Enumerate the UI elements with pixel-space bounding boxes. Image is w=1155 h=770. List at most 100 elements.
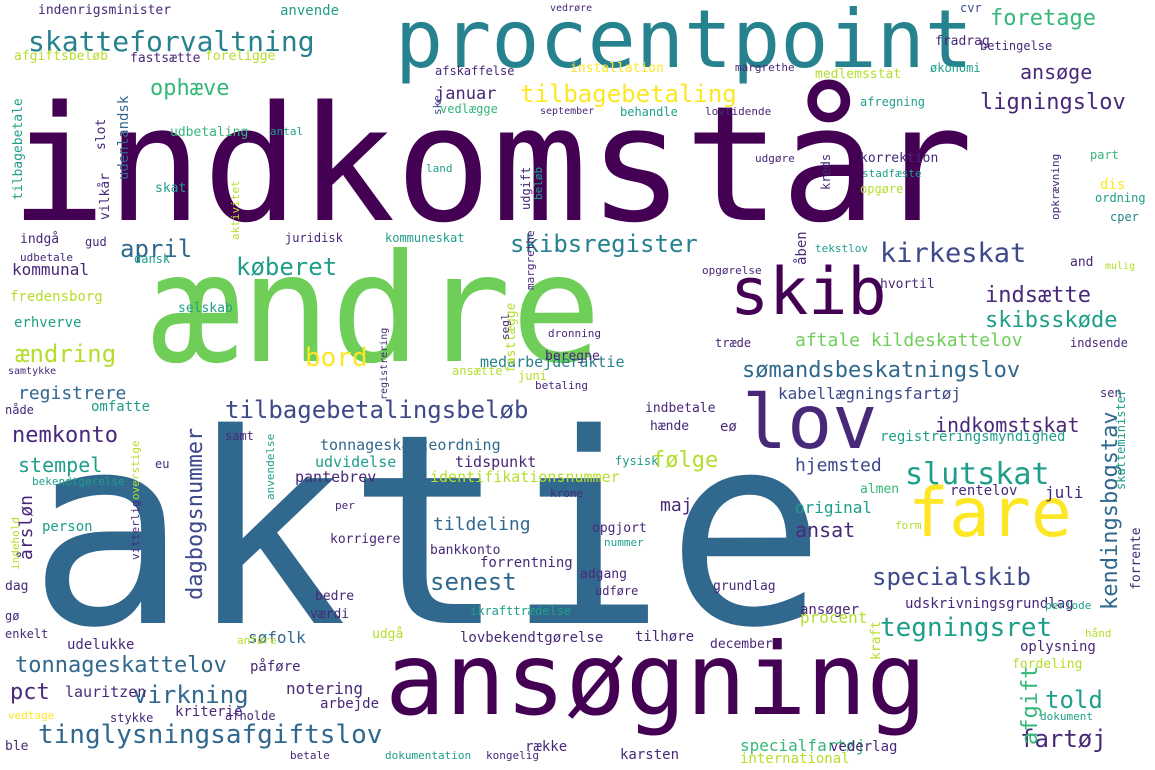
cloud-word: overstige: [129, 440, 142, 500]
cloud-word: ske: [431, 95, 444, 115]
cloud-word: ligningslov: [980, 90, 1126, 115]
cloud-word: ordning: [1095, 191, 1146, 205]
cloud-word: installation: [570, 61, 664, 76]
cloud-word: medlemsstat: [815, 67, 902, 82]
cloud-word: karsten: [620, 747, 680, 763]
cloud-word: told: [1045, 686, 1103, 714]
cloud-word: udføre: [595, 584, 639, 598]
cloud-word: september: [540, 106, 595, 117]
cloud-word: dagbogsnummer: [183, 427, 208, 600]
cloud-word: vitterlig: [129, 500, 142, 560]
cloud-word: række: [525, 739, 568, 755]
cloud-word: værdi: [310, 607, 350, 622]
cloud-word: fysisk: [615, 454, 659, 468]
cloud-word: fare: [908, 474, 1072, 553]
cloud-word: slot: [94, 118, 109, 150]
cloud-word: skatteminister: [1114, 388, 1128, 490]
cloud-word: gø: [5, 609, 20, 623]
cloud-word: vedtage: [8, 709, 55, 722]
cloud-word: ændre: [150, 223, 602, 397]
cloud-word: stempel: [18, 453, 103, 477]
cloud-word: land: [426, 162, 453, 175]
cloud-word: gud: [85, 235, 107, 249]
cloud-word: tilbagebetaling: [520, 80, 737, 108]
cloud-word: kabellægningsfartøj: [778, 384, 962, 403]
cloud-word: samt: [225, 429, 254, 443]
cloud-word: dag: [5, 579, 29, 594]
cloud-word: køberet: [236, 253, 338, 281]
cloud-word: økonomi: [930, 61, 981, 75]
cloud-word: betingelse: [980, 39, 1053, 53]
cloud-word: afgiftsbeløb: [14, 49, 108, 64]
cloud-word: udgift: [519, 166, 533, 210]
cloud-word: aftale kildeskattelov: [795, 330, 1023, 351]
cloud-word: hjemsted: [795, 455, 882, 476]
cloud-word: betaling: [535, 379, 588, 392]
cloud-word: periode: [1045, 599, 1092, 612]
cloud-word: tilhøre: [635, 629, 695, 645]
cloud-word: foretage: [990, 6, 1096, 31]
cloud-word: udskrivningsgrundlag: [905, 596, 1074, 612]
cloud-word: anvendelse: [264, 433, 277, 500]
cloud-word: slutskat: [905, 457, 1050, 492]
cloud-word: beløb: [532, 166, 545, 200]
cloud-word: hånd: [1085, 627, 1112, 640]
cloud-word: kommunal: [12, 260, 90, 279]
cloud-word: afregning: [860, 95, 926, 109]
cloud-word: original: [795, 498, 873, 517]
cloud-word: tonnageskattelov: [15, 653, 227, 678]
cloud-word: juni: [518, 369, 547, 383]
cloud-word: stadfæste: [862, 167, 922, 180]
cloud-word: udelukke: [67, 637, 135, 653]
cloud-word: kongelig: [486, 749, 539, 762]
cloud-word: april: [120, 235, 193, 263]
cloud-word: åben: [794, 231, 810, 265]
cloud-word: udgå: [372, 627, 404, 642]
cloud-word: omfatte: [91, 399, 151, 415]
cloud-word: form: [895, 519, 922, 532]
cloud-word: afgift: [1018, 665, 1043, 745]
cloud-word: maj: [660, 495, 693, 516]
cloud-word: tekstlov: [815, 242, 868, 255]
cloud-word: krone: [550, 487, 584, 500]
cloud-word: nemkonto: [12, 423, 118, 448]
cloud-word: udbetale: [20, 251, 73, 264]
cloud-word: bord: [305, 343, 368, 373]
cloud-word: bedre: [315, 589, 355, 604]
cloud-word: eø: [720, 419, 737, 435]
cloud-word: fredensborg: [10, 289, 103, 305]
cloud-word: mulig: [1105, 261, 1136, 272]
cloud-word: arbejde: [320, 696, 380, 712]
cloud-word: indkomstår: [10, 71, 974, 258]
cloud-word: lovbekendtgørelse: [460, 630, 604, 646]
cloud-word: stykke: [110, 711, 154, 725]
cloud-word: cper: [1110, 210, 1139, 224]
cloud-word: kommuneskat: [385, 231, 465, 245]
cloud-word: januar: [435, 84, 497, 104]
cloud-word: træde: [715, 336, 752, 350]
cloud-word: følge: [652, 448, 719, 473]
cloud-word: ændring: [15, 340, 117, 368]
cloud-word: udgøre: [755, 152, 795, 165]
cloud-word: fartøj: [1020, 725, 1107, 753]
cloud-word: international: [740, 751, 850, 767]
cloud-word: kirkeskat: [880, 238, 1027, 269]
cloud-word: specialfartøj: [740, 736, 866, 755]
cloud-word: margrethe: [524, 230, 537, 290]
cloud-word: indbetale: [645, 401, 716, 416]
cloud-word: indsætte: [985, 283, 1091, 308]
cloud-word: ikrafttrædelse: [470, 604, 572, 618]
cloud-word: antal: [270, 125, 304, 138]
cloud-word: indenrigsminister: [38, 3, 172, 18]
cloud-word: fordeling: [1012, 657, 1083, 672]
cloud-word: enkelt: [5, 627, 49, 641]
cloud-word: december: [710, 637, 773, 652]
cloud-word: segl: [499, 313, 512, 341]
cloud-word: per: [335, 499, 355, 512]
cloud-word: nåde: [5, 403, 34, 417]
cloud-word: virkning: [133, 681, 249, 709]
cloud-word: tilbagebetale: [11, 98, 26, 200]
cloud-word: ansøger: [800, 602, 860, 618]
cloud-word: ansøge: [1020, 60, 1093, 84]
